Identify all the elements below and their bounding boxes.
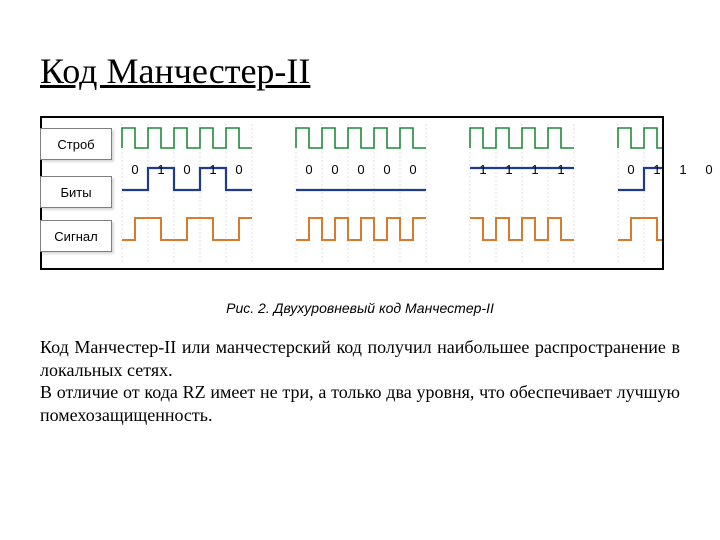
bit-digit: 1 (522, 162, 548, 177)
body-paragraph-1: Код Манчестер-II или манчестерский код п… (40, 336, 680, 381)
bit-digit: 1 (470, 162, 496, 177)
bit-digit: 1 (670, 162, 696, 177)
bit-digit: 0 (122, 162, 148, 177)
page-title: Код Манчестер-II (40, 50, 680, 92)
bit-digit: 0 (348, 162, 374, 177)
bit-digit: 0 (174, 162, 200, 177)
diagram-svg (42, 118, 662, 268)
bit-digit: 0 (696, 162, 720, 177)
bit-digit: 0 (374, 162, 400, 177)
row-label-signal: Сигнал (40, 220, 112, 252)
bit-digit: 0 (296, 162, 322, 177)
bit-digit: 0 (322, 162, 348, 177)
bit-digit: 0 (400, 162, 426, 177)
bit-digit: 1 (200, 162, 226, 177)
bit-digit: 1 (644, 162, 670, 177)
bit-digit: 0 (618, 162, 644, 177)
bit-digit: 0 (226, 162, 252, 177)
figure-box: Строб Биты Сигнал 0101000000111101100 (40, 116, 664, 270)
bits-row: 0101000000111101100 (122, 162, 720, 177)
bit-digit: 1 (148, 162, 174, 177)
body-paragraph-2: В отличие от кода RZ имеет не три, а тол… (40, 381, 680, 426)
bit-digit: 1 (548, 162, 574, 177)
row-label-strobe: Строб (40, 128, 112, 160)
figure-caption: Рис. 2. Двухуровневый код Манчестер-II (40, 300, 680, 316)
bit-digit: 1 (496, 162, 522, 177)
row-label-bits: Биты (40, 176, 112, 208)
